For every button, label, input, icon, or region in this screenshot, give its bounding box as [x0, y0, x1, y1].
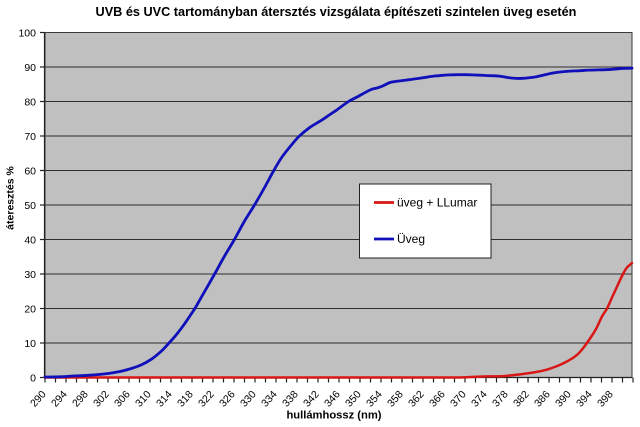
svg-text:0: 0	[30, 373, 36, 385]
svg-text:20: 20	[24, 304, 36, 316]
svg-text:90: 90	[24, 62, 36, 74]
svg-text:30: 30	[24, 269, 36, 281]
svg-text:10: 10	[24, 338, 36, 350]
svg-text:Üveg: Üveg	[397, 232, 425, 246]
svg-text:hullámhossz (nm): hullámhossz (nm)	[286, 410, 381, 422]
svg-text:100: 100	[18, 28, 36, 40]
svg-text:50: 50	[24, 200, 36, 212]
svg-text:UVB és UVC tartományban átersz: UVB és UVC tartományban átersztés vizsgá…	[96, 5, 577, 19]
svg-text:40: 40	[24, 235, 36, 247]
svg-text:70: 70	[24, 131, 36, 143]
svg-text:áteresztés %: áteresztés %	[5, 166, 17, 230]
svg-text:80: 80	[24, 97, 36, 109]
svg-text:üveg + LLumar: üveg + LLumar	[397, 196, 477, 210]
svg-text:60: 60	[24, 166, 36, 178]
